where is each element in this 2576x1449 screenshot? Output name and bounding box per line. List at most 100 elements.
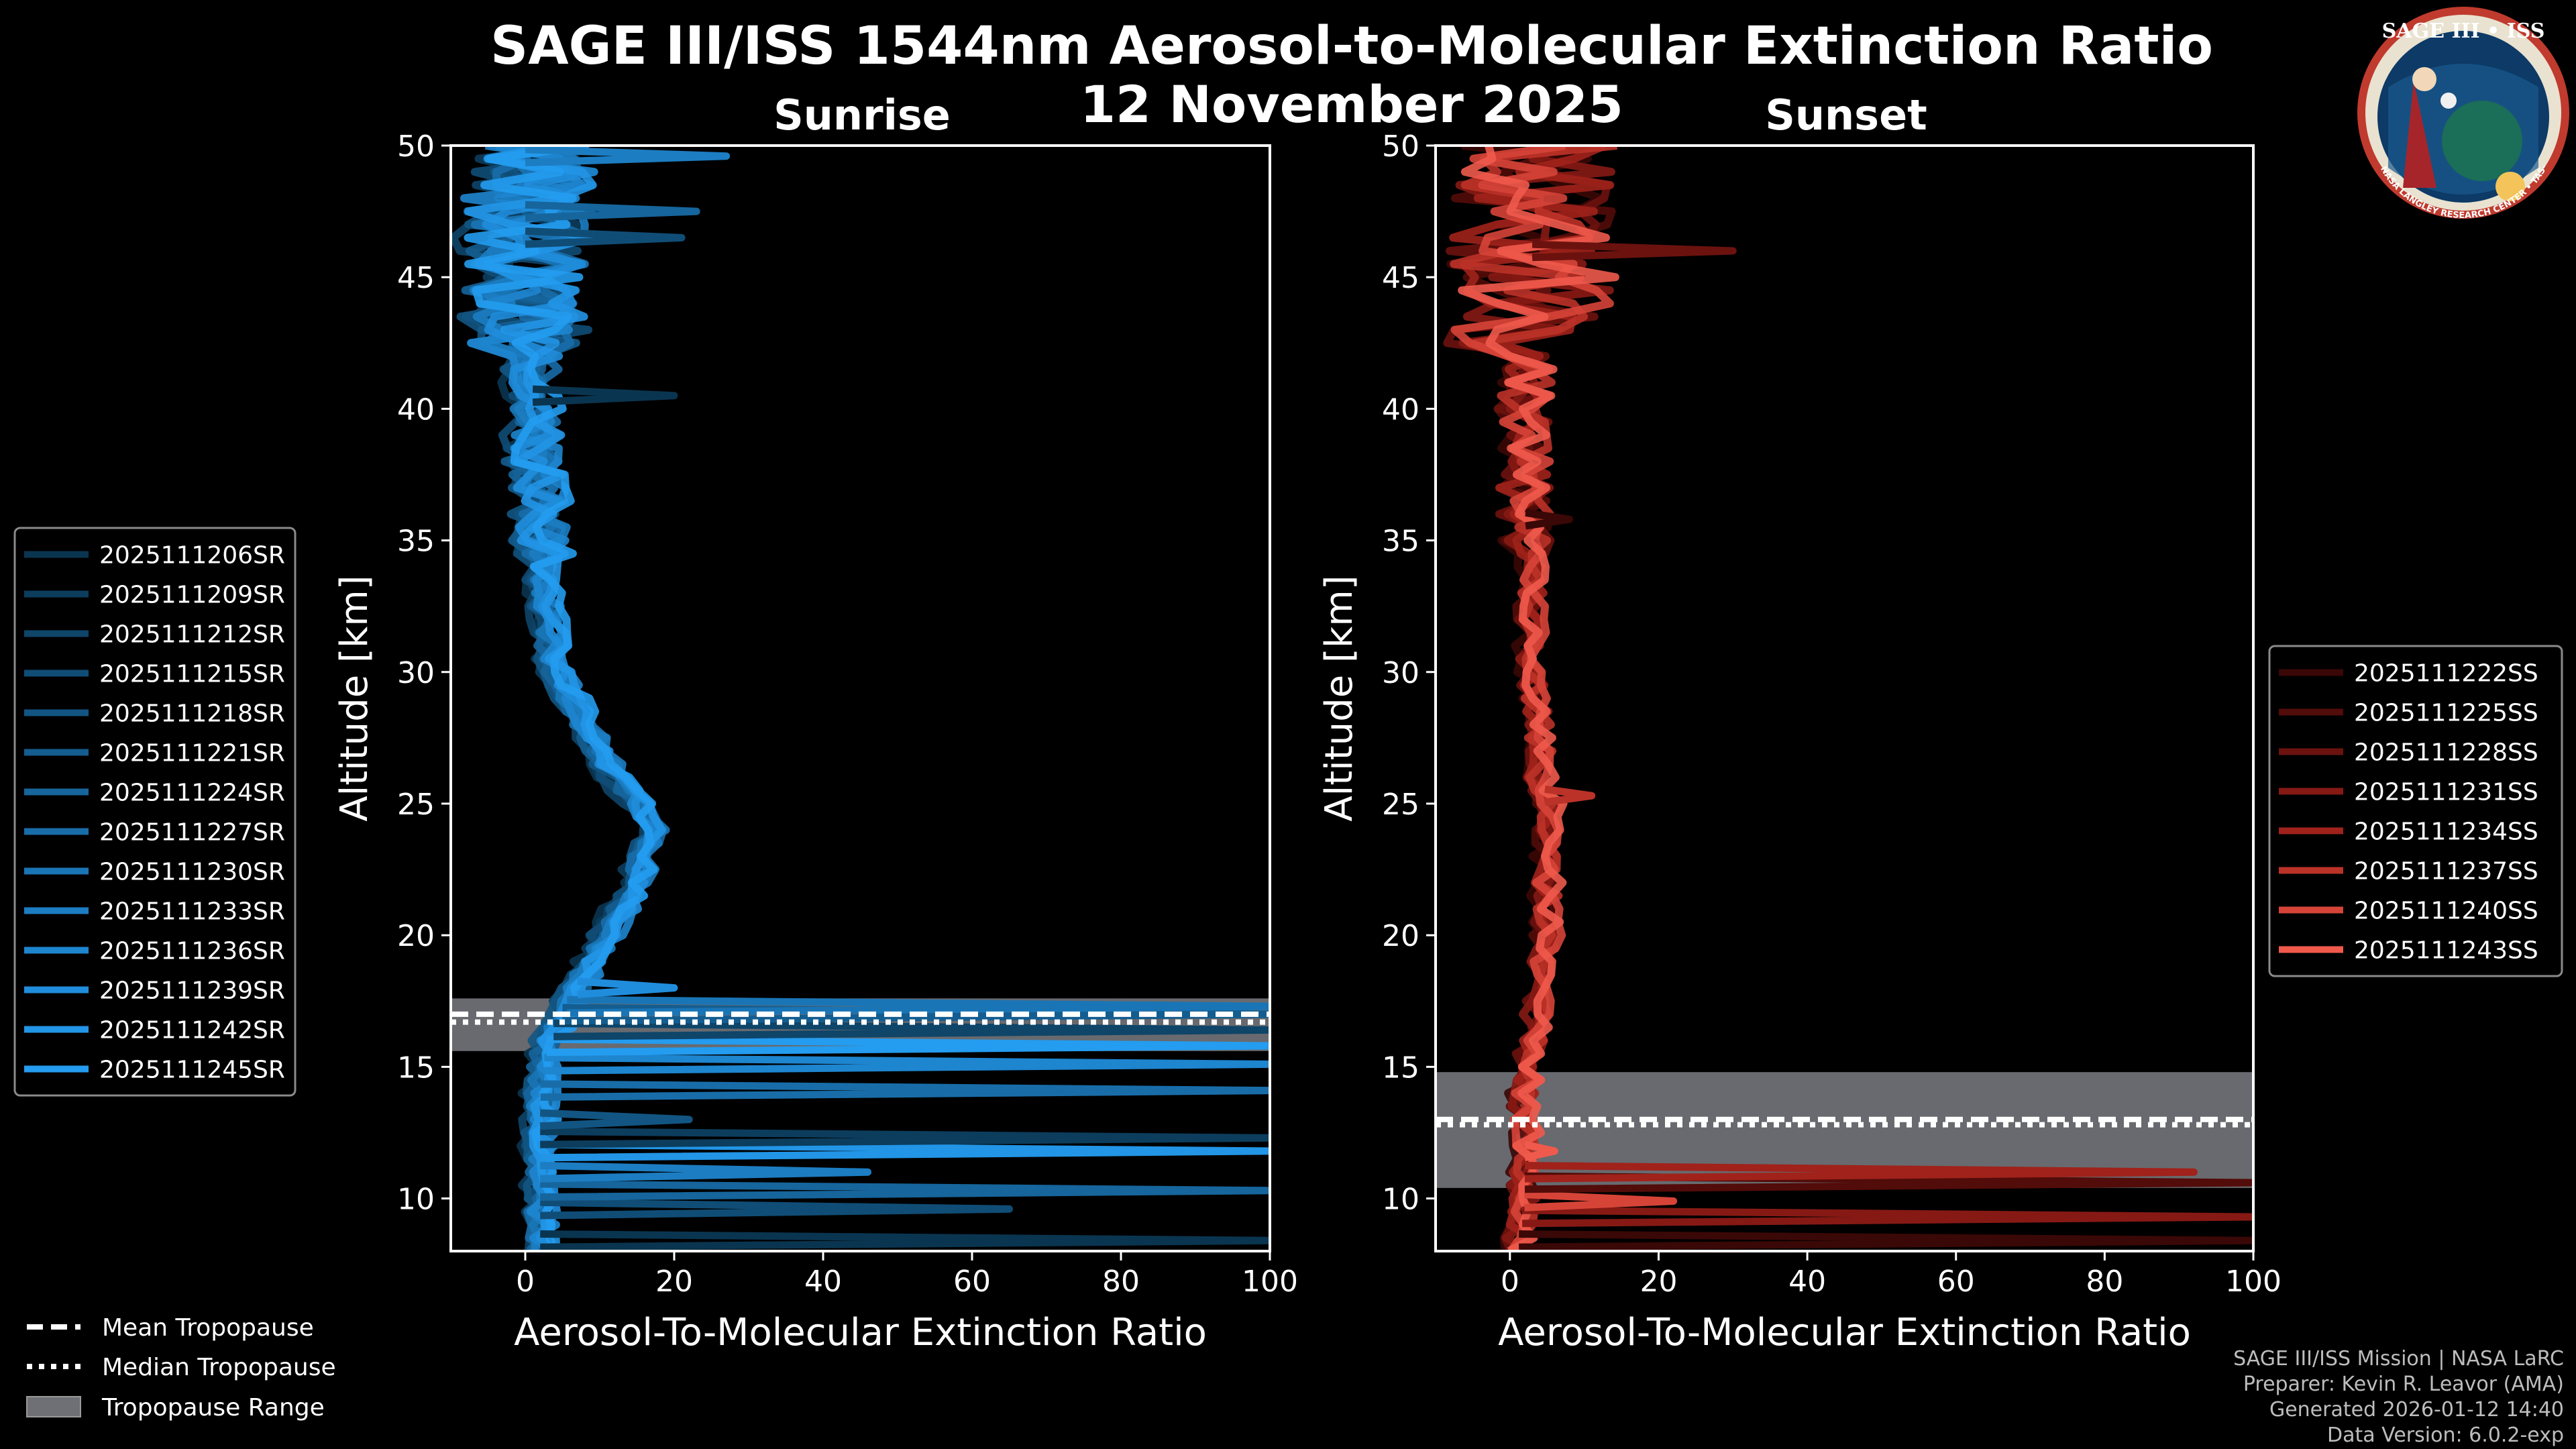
sunset-ytick-label: 45 bbox=[1382, 261, 1419, 295]
legend-label-2025111230SR: 2025111230SR bbox=[99, 859, 285, 886]
logo-moon-icon bbox=[2440, 93, 2457, 109]
sunrise-panel: 0 20 40 60 80 100 10 15 20 25 30 35 40 45 50 Aerosol-To… bbox=[333, 129, 1298, 1354]
sunrise-xtick-label: 40 bbox=[804, 1265, 842, 1299]
sunset-x-axis-label: Aerosol-To-Molecular Extinction Ratio bbox=[1498, 1311, 2191, 1354]
legend-label-2025111215SR: 2025111215SR bbox=[99, 661, 285, 688]
sunrise-legend-box bbox=[13, 527, 297, 1097]
sunset-legend-box bbox=[2268, 645, 2563, 977]
legend-label-2025111237SS: 2025111237SS bbox=[2354, 858, 2538, 885]
sunrise-ytick-label: 20 bbox=[397, 919, 435, 953]
sunset-spike-1 bbox=[1522, 1206, 2253, 1228]
sunrise-xtick-label: 20 bbox=[655, 1265, 693, 1299]
logo-text: SAGE III • ISS bbox=[2382, 19, 2545, 43]
sunset-ytick-label: 40 bbox=[1382, 392, 1419, 427]
sunset-xtick-label: 80 bbox=[2086, 1265, 2123, 1299]
legend-label-2025111240SS: 2025111240SS bbox=[2354, 898, 2538, 925]
sunset-spike-5 bbox=[1523, 1140, 1558, 1162]
sunrise-ytick-label: 30 bbox=[397, 656, 435, 690]
logo-figure-icon bbox=[2403, 80, 2436, 188]
sunset-spike-8 bbox=[1525, 508, 1573, 530]
sunset-panel-title: Sunset bbox=[1765, 91, 1927, 140]
sunrise-panel-title: Sunrise bbox=[773, 91, 951, 140]
figure-date: 12 November 2025 bbox=[1080, 74, 1623, 134]
sunset-ytick-label: 20 bbox=[1382, 919, 1419, 953]
sunset-ytick-label: 15 bbox=[1382, 1051, 1419, 1085]
legend-label-2025111231SS: 2025111231SS bbox=[2354, 779, 2538, 806]
legend-range-swatch bbox=[26, 1396, 81, 1417]
sunrise-ytick-label: 35 bbox=[397, 525, 435, 559]
legend-label-2025111228SS: 2025111228SS bbox=[2354, 739, 2538, 767]
legend-label-2025111221SR: 2025111221SR bbox=[99, 740, 285, 767]
logo-head-icon bbox=[2412, 67, 2436, 91]
sunrise-spike-4 bbox=[540, 1140, 1270, 1162]
sunrise-x-axis-label: Aerosol-To-Molecular Extinction Ratio bbox=[514, 1311, 1207, 1354]
credit-data-version: Data Version: 6.0.2-exp bbox=[2327, 1424, 2564, 1447]
sunrise-ytick-label: 25 bbox=[397, 788, 435, 822]
legend-median-label: Median Tropopause bbox=[102, 1354, 336, 1381]
sunrise-spike-9 bbox=[547, 1035, 1270, 1057]
legend-range-label: Tropopause Range bbox=[101, 1394, 325, 1421]
sunrise-spike-8 bbox=[544, 1054, 1270, 1075]
sunrise-axes-frame bbox=[449, 144, 1271, 1252]
sunset-xtick-label: 20 bbox=[1640, 1265, 1677, 1299]
sunrise-spike-2 bbox=[540, 1180, 1270, 1201]
sunset-xtick-label: 60 bbox=[1937, 1265, 1975, 1299]
sunrise-spike-7 bbox=[540, 1080, 1270, 1101]
sunrise-spike-3 bbox=[540, 1161, 872, 1183]
sunset-axes-frame bbox=[1434, 144, 2255, 1252]
legend-label-2025111209SR: 2025111209SR bbox=[99, 582, 285, 609]
legend-label-2025111234SS: 2025111234SS bbox=[2354, 818, 2538, 846]
sunset-legend: 2025111222SS 2025111225SS 2025111228SS 2025… bbox=[2268, 645, 2563, 977]
sunrise-legend: 2025111206SR 2025111209SR 2025111212SR 2025… bbox=[13, 527, 297, 1097]
sunset-ytick-label: 25 bbox=[1382, 788, 1419, 822]
legend-label-2025111225SS: 2025111225SS bbox=[2354, 700, 2538, 727]
legend-label-2025111227SR: 2025111227SR bbox=[99, 819, 285, 847]
series-line-2025111239SR bbox=[482, 146, 653, 1251]
legend-label-2025111233SR: 2025111233SR bbox=[99, 898, 285, 926]
sunrise-xtick-label: 60 bbox=[953, 1265, 991, 1299]
legend-label-2025111239SR: 2025111239SR bbox=[99, 977, 285, 1005]
sunset-spike-0 bbox=[1519, 1230, 2253, 1251]
legend-label-2025111206SR: 2025111206SR bbox=[99, 542, 285, 570]
sunset-spike-2 bbox=[1524, 1191, 1678, 1212]
sunset-spike-4 bbox=[1524, 1161, 2198, 1183]
sunrise-spike-1 bbox=[540, 1198, 1013, 1220]
sunset-spike-6 bbox=[1532, 240, 1737, 262]
legend-label-2025111242SR: 2025111242SR bbox=[99, 1017, 285, 1044]
sunrise-xtick-label: 80 bbox=[1102, 1265, 1140, 1299]
sunrise-ytick-label: 50 bbox=[397, 129, 435, 164]
series-line-2025111245SR bbox=[464, 146, 658, 1251]
sunrise-spike-12 bbox=[567, 996, 1270, 1017]
sunrise-xtick-label: 0 bbox=[516, 1265, 535, 1299]
legend-label-2025111236SR: 2025111236SR bbox=[99, 938, 285, 965]
sunset-ytick-label: 30 bbox=[1382, 656, 1419, 690]
credits: SAGE III/ISS Mission | NASA LaRC Prepare… bbox=[2233, 1347, 2564, 1447]
sunset-ytick-label: 10 bbox=[1382, 1183, 1419, 1217]
tropopause-legend: Mean Tropopause Median Tropopause Tropop… bbox=[26, 1314, 336, 1421]
sunset-ytick-label: 50 bbox=[1382, 129, 1419, 164]
sunrise-ytick-label: 45 bbox=[397, 261, 435, 295]
legend-label-2025111212SR: 2025111212SR bbox=[99, 621, 285, 649]
sunrise-spike-0 bbox=[540, 1230, 1270, 1251]
credit-preparer: Preparer: Kevin R. Leavor (AMA) bbox=[2243, 1373, 2564, 1396]
sunrise-xtick-label: 100 bbox=[1242, 1265, 1298, 1299]
legend-label-2025111222SS: 2025111222SS bbox=[2354, 660, 2538, 688]
sunrise-ytick-label: 10 bbox=[397, 1183, 435, 1217]
sunset-xtick-label: 100 bbox=[2225, 1265, 2282, 1299]
series-line-2025111236SR bbox=[460, 146, 662, 1251]
sunrise-spike-13 bbox=[577, 977, 678, 998]
sunrise-y-axis-label: Altitude [km] bbox=[333, 575, 376, 821]
sunrise-ytick-label: 40 bbox=[397, 392, 435, 427]
legend-label-2025111245SR: 2025111245SR bbox=[99, 1057, 285, 1084]
logo-globe-icon bbox=[2442, 101, 2522, 181]
sunrise-spike-16 bbox=[525, 201, 700, 222]
sunset-panel: 0 20 40 60 80 100 10 15 20 25 30 35 40 45 50 Aerosol-To… bbox=[1318, 129, 2282, 1354]
sunrise-ytick-label: 15 bbox=[397, 1051, 435, 1085]
series-line-2025111243SS bbox=[1458, 146, 1619, 1251]
legend-label-2025111224SR: 2025111224SR bbox=[99, 780, 285, 807]
sunrise-spike-15 bbox=[525, 227, 686, 248]
legend-mean-label: Mean Tropopause bbox=[102, 1314, 314, 1342]
sunset-spike-7 bbox=[1544, 785, 1596, 806]
sunset-xtick-label: 40 bbox=[1788, 1265, 1826, 1299]
